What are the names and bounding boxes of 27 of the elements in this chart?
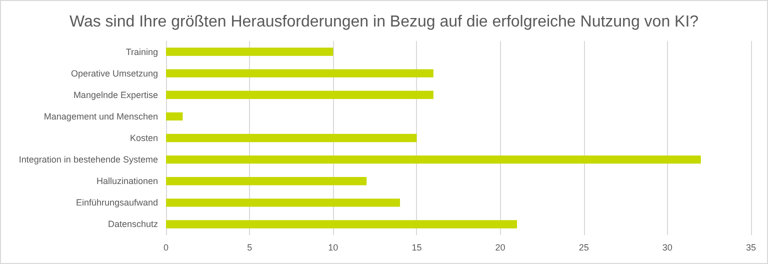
x-tick-label: 5 — [247, 242, 252, 252]
y-tick-label: Kosten — [130, 133, 158, 143]
bar — [166, 112, 183, 121]
bar — [166, 220, 517, 228]
x-tick-label: 15 — [412, 242, 422, 252]
bar — [166, 177, 367, 186]
y-tick-label: Training — [126, 46, 158, 57]
bar — [166, 69, 434, 78]
x-tick-label: 30 — [662, 242, 672, 252]
bar — [166, 48, 334, 56]
y-tick-label: Operative Umsetzung — [70, 68, 158, 78]
chart-title: Was sind Ihre größten Herausforderungen in Bezug auf die erfolgreiche Nutzung von KI? — [69, 14, 699, 30]
y-tick-label: Mangelnde Expertise — [73, 90, 158, 100]
bar — [166, 134, 417, 142]
x-tick-label: 10 — [328, 242, 338, 252]
x-tick-label: 35 — [746, 242, 756, 252]
y-tick-label: Integration in bestehende Systeme — [18, 154, 158, 165]
x-tick-label: 0 — [163, 242, 169, 252]
bar — [166, 198, 400, 207]
y-tick-label: Halluzinationen — [96, 176, 158, 186]
y-tick-label: Einführungsaufwand — [76, 198, 158, 208]
bar — [166, 90, 434, 99]
x-tick-label: 25 — [578, 242, 589, 252]
y-tick-label: Datenschutz — [108, 219, 158, 230]
bar — [166, 155, 701, 164]
y-tick-label: Management und Menschen — [44, 111, 158, 122]
x-tick-label: 20 — [495, 242, 506, 252]
